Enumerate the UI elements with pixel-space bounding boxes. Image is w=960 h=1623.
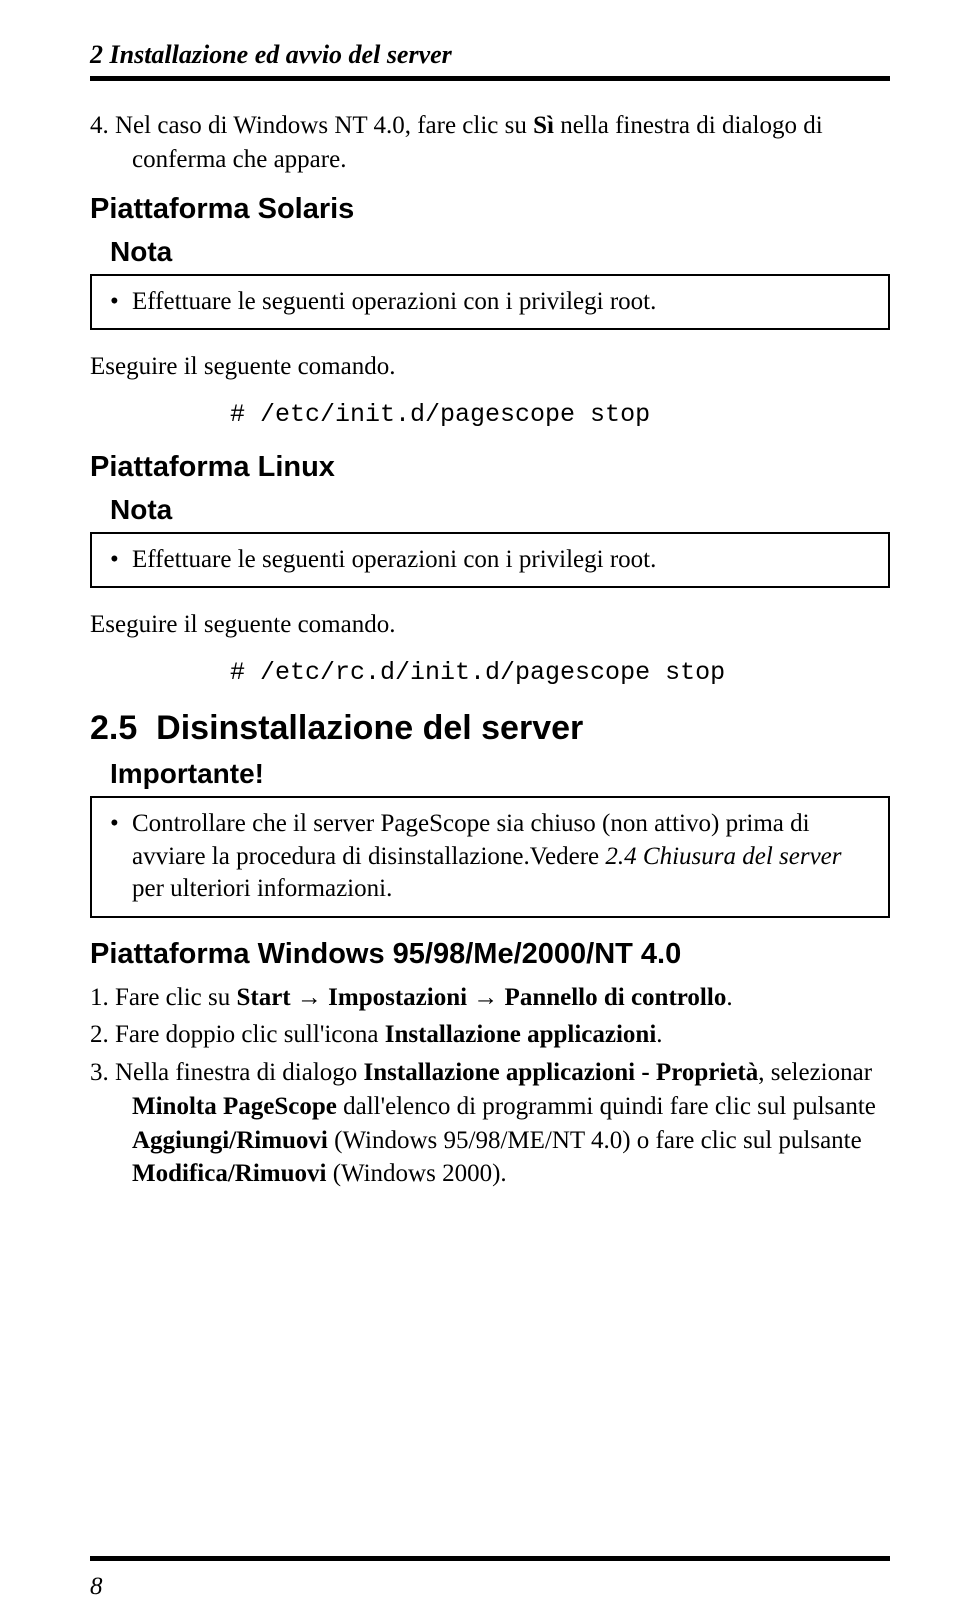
t: Installazione applicazioni - Proprietà xyxy=(364,1059,759,1086)
t: 1. Fare clic su xyxy=(90,984,236,1011)
windows-step-3: 3. Nella finestra di dialogo Installazio… xyxy=(90,1056,890,1191)
t: → xyxy=(467,984,505,1011)
linux-heading: Piattaforma Linux xyxy=(90,451,890,484)
t: 2. Fare doppio clic sull'icona xyxy=(90,1021,385,1048)
solaris-command: # /etc/init.d/pagescope stop xyxy=(90,400,890,429)
important-italic: 2.4 Chiusura del server xyxy=(605,843,841,870)
linux-exec-text: Eseguire il seguente comando. xyxy=(90,608,890,642)
t: (Windows 2000). xyxy=(326,1160,506,1187)
important-label: Importante! xyxy=(90,758,890,790)
solaris-note-item: Effettuare le seguenti operazioni con i … xyxy=(108,286,872,319)
t: → xyxy=(291,984,329,1011)
header-rule xyxy=(90,76,890,81)
page-number: 8 xyxy=(90,1573,103,1601)
t: , selezionar xyxy=(758,1059,872,1086)
important-box: Controllare che il server PageScope sia … xyxy=(90,796,890,918)
t: (Windows 95/98/ME/NT 4.0) o fare clic su… xyxy=(328,1127,862,1154)
section-2-5-number: 2.5 xyxy=(90,709,137,748)
t: Start xyxy=(236,984,290,1011)
t: . xyxy=(726,984,732,1011)
t: Installazione applicazioni xyxy=(385,1021,657,1048)
windows-heading: Piattaforma Windows 95/98/Me/2000/NT 4.0 xyxy=(90,938,890,971)
important-item: Controllare che il server PageScope sia … xyxy=(108,808,872,906)
t: dall'elenco di programmi quindi fare cli… xyxy=(337,1093,876,1120)
windows-step-1: 1. Fare clic su Start → Impostazioni → P… xyxy=(90,981,890,1015)
intro-step-4: 4. Nel caso di Windows NT 4.0, fare clic… xyxy=(90,109,890,177)
section-2-5-title: Disinstallazione del server xyxy=(156,709,583,747)
t: Impostazioni xyxy=(328,984,467,1011)
t: Aggiungi/Rimuovi xyxy=(132,1127,328,1154)
solaris-heading: Piattaforma Solaris xyxy=(90,193,890,226)
footer-rule xyxy=(90,1556,890,1561)
important-text-2: per ulteriori informazioni. xyxy=(132,875,392,902)
linux-note-box: Effettuare le seguenti operazioni con i … xyxy=(90,532,890,589)
windows-step-2: 2. Fare doppio clic sull'icona Installaz… xyxy=(90,1018,890,1052)
chapter-header: 2 Installazione ed avvio del server xyxy=(90,40,890,70)
step4-bold: Sì xyxy=(533,112,554,139)
step4-prefix: 4. Nel caso di Windows NT 4.0, fare clic… xyxy=(90,112,533,139)
linux-note-label: Nota xyxy=(90,494,890,526)
t: . xyxy=(656,1021,662,1048)
t: Minolta PageScope xyxy=(132,1093,337,1120)
windows-steps: 1. Fare clic su Start → Impostazioni → P… xyxy=(90,981,890,1192)
linux-command: # /etc/rc.d/init.d/pagescope stop xyxy=(90,658,890,687)
t: Modifica/Rimuovi xyxy=(132,1160,326,1187)
solaris-note-label: Nota xyxy=(90,236,890,268)
solaris-exec-text: Eseguire il seguente comando. xyxy=(90,350,890,384)
solaris-note-box: Effettuare le seguenti operazioni con i … xyxy=(90,274,890,331)
t: Pannello di controllo xyxy=(505,984,727,1011)
section-2-5-heading: 2.5 Disinstallazione del server xyxy=(90,709,890,748)
t: 3. Nella finestra di dialogo xyxy=(90,1059,364,1086)
linux-note-item: Effettuare le seguenti operazioni con i … xyxy=(108,544,872,577)
